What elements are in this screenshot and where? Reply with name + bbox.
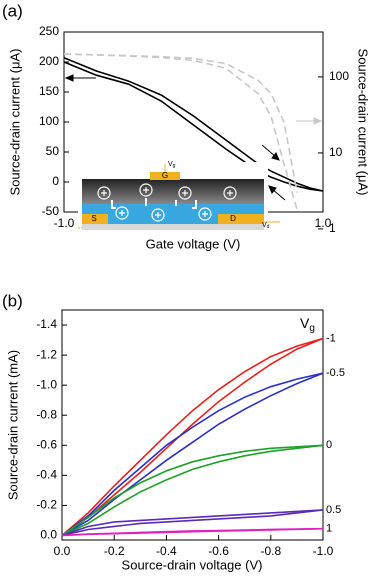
panel-label: (a) (2, 1, 23, 20)
x-tick-label: 1.0 (315, 216, 332, 230)
x-tick-label: -0.2 (104, 544, 125, 558)
series-line (61, 509, 324, 537)
y-tick-label: -1.2 (36, 347, 57, 361)
inset-label: Vd (262, 222, 270, 230)
y-tick-label: -0.6 (36, 437, 57, 451)
y-tick-label: -0.4 (36, 468, 57, 482)
x-tick-label: -0.4 (156, 544, 177, 558)
x-tick-label: -0.8 (260, 544, 281, 558)
x-tick-label: -0.6 (208, 544, 229, 558)
arrows (64, 74, 286, 201)
y-tick-label: -0.8 (36, 407, 57, 421)
series-line (63, 57, 324, 192)
inset-label: D (230, 214, 236, 223)
series-label: 1 (326, 523, 332, 535)
y-tick-label: 50 (46, 144, 60, 158)
y-tick-label: -50 (42, 204, 60, 218)
y-tick-label: 200 (39, 54, 59, 68)
series-line (61, 444, 324, 537)
series-label: -0.5 (326, 367, 345, 379)
series-line (61, 509, 324, 537)
inset-label: G (162, 171, 168, 180)
y-tick-label: -1.0 (36, 377, 57, 391)
y-tick-label: 0.0 (40, 528, 57, 542)
x-tick-label: -1.0 (54, 216, 75, 230)
series-line (61, 444, 324, 537)
series-label: -1 (326, 332, 336, 344)
x-axis-title: Source-drain voltage (V) (122, 557, 263, 572)
inset-label: Vg (168, 161, 176, 169)
series-line (61, 527, 324, 537)
inset-schematic: G S D Vg Vd (78, 161, 280, 234)
series-line (63, 61, 324, 192)
y-tick-label: 250 (39, 24, 59, 38)
plot-frame (61, 309, 324, 541)
y-tick-label: -1.4 (36, 317, 57, 331)
y-tick-label: 0 (52, 174, 59, 188)
series-line (61, 337, 324, 537)
plots: -1.0-0.50.00.51.0-5005010015020025011010… (36, 24, 349, 558)
series-line (61, 372, 324, 537)
legend-title: Vg (300, 315, 315, 334)
inset-label: S (91, 214, 96, 223)
x-axis-title: Gate voltage (V) (146, 236, 241, 251)
series-line (61, 372, 324, 537)
arrow (296, 117, 323, 125)
x-tick-label: 0.0 (54, 544, 71, 558)
x-tick-label: -1.0 (313, 544, 334, 558)
y2-axis-title: Source-drain current (μA) (356, 49, 371, 196)
y-tick-label: 100 (39, 114, 59, 128)
series-line (63, 53, 298, 210)
y2-tick-label: 1 (329, 221, 336, 235)
y2-tick-label: 10 (329, 145, 343, 159)
series-label: 0 (326, 439, 332, 451)
y-tick-label: 150 (39, 84, 59, 98)
panel-label: (b) (2, 291, 23, 310)
y-axis-title: Source-drain current (mA) (5, 350, 20, 500)
series-line (61, 337, 324, 537)
y2-tick-label: 100 (329, 69, 349, 83)
y-axis-title: Source-drain current (μA) (7, 49, 22, 196)
series-label: 0.5 (326, 504, 341, 516)
y-tick-label: -0.2 (36, 498, 57, 512)
